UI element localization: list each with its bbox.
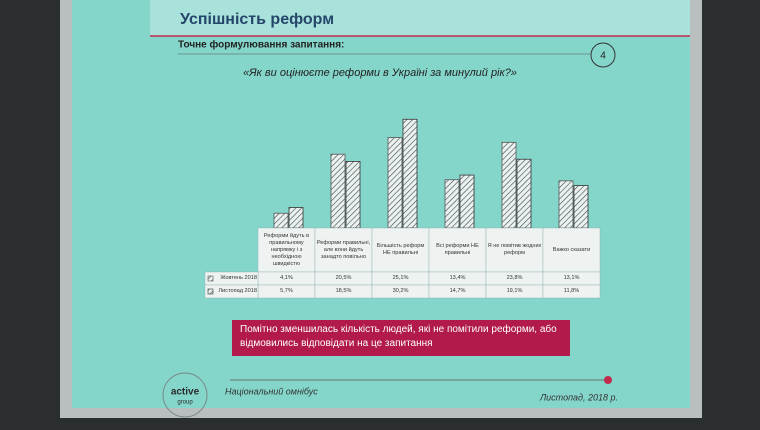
bar: [516, 158, 532, 229]
category-label: Більшість реформ НЕ правильні: [376, 243, 425, 256]
table-cell: [428, 227, 487, 273]
value-label: 4,1%: [280, 275, 293, 281]
legend-swatch: [207, 275, 214, 282]
bar: [444, 179, 460, 229]
table-cell: [314, 227, 373, 273]
page-number: 4: [600, 51, 606, 62]
cell-wrap: 4,1%: [280, 275, 293, 281]
table-cell: [204, 284, 259, 299]
cell-wrap: 25,1%: [392, 275, 409, 281]
category-label: Всі реформи НЕ правильні: [436, 243, 479, 256]
legend-swatch: [207, 288, 214, 295]
category-label: Реформи правильні, але вони йдуть занадт…: [316, 239, 371, 260]
value-label: 20,5%: [335, 275, 352, 281]
value-label: 19,1%: [506, 288, 523, 294]
legend-label: Листопад 2018: [218, 288, 257, 294]
table-cell: [371, 227, 430, 273]
cell-wrap: Всі реформи НЕ правильні: [436, 243, 479, 256]
bar: [273, 212, 289, 229]
value-label: 14,7%: [449, 288, 466, 294]
legend-label: Жовтень 2018: [220, 275, 257, 281]
bar: [345, 160, 361, 229]
bar: [459, 174, 475, 229]
bar: [558, 180, 574, 229]
table-cell: [542, 284, 601, 299]
slide-title: Успішність реформ: [180, 11, 334, 28]
bar: [330, 153, 346, 229]
value-label: 11,8%: [563, 288, 580, 294]
cell-wrap: Жовтень 2018: [220, 275, 257, 281]
chart: Реформи йдуть в правильному напрямку і з…: [204, 118, 601, 299]
bar: [573, 185, 589, 229]
cell-wrap: Важко сказати: [552, 246, 591, 253]
value-label: 5,7%: [280, 288, 293, 294]
value-label: 18,5%: [335, 288, 352, 294]
title-band: [150, 0, 690, 36]
highlight-box: [232, 320, 570, 356]
cell-wrap: 19,1%: [506, 288, 523, 294]
cell-wrap: 14,7%: [449, 288, 466, 294]
cell-wrap: 13,1%: [563, 275, 580, 281]
cell-wrap: Я не помітив жодних реформ: [487, 243, 542, 256]
value-label: 30,2%: [392, 288, 409, 294]
question-label: Точне формулювання запитання:: [178, 39, 344, 51]
table-cell: [542, 227, 601, 273]
cell-wrap: 13,4%: [449, 275, 466, 281]
logo-bottom: group: [177, 400, 193, 406]
cell-wrap: 30,2%: [392, 288, 409, 294]
value-label: 23,8%: [506, 275, 523, 281]
value-label: 13,4%: [449, 275, 466, 281]
bar: [402, 118, 418, 229]
highlight-text: Помітно зменшилась кількість людей, які …: [240, 324, 557, 349]
cell-wrap: 18,5%: [335, 288, 352, 294]
value-label: 13,1%: [563, 275, 580, 281]
bar: [288, 207, 304, 229]
footer-left: Національний омнібус: [225, 386, 318, 396]
footer-right: Листопад, 2018 р.: [539, 392, 618, 402]
category-label: Реформи йдуть в правильному напрямку і з…: [263, 232, 310, 267]
cell-wrap: Більшість реформ НЕ правильні: [376, 243, 425, 256]
highlight-wrap: Помітно зменшилась кількість людей, які …: [240, 324, 557, 349]
cell-wrap: Реформи йдуть в правильному напрямку і з…: [263, 232, 310, 267]
cell-wrap: 11,8%: [563, 288, 580, 294]
cell-wrap: Листопад 2018: [218, 288, 257, 294]
table-cell: [485, 227, 544, 273]
cell-wrap: Реформи правильні, але вони йдуть занадт…: [316, 239, 371, 260]
question: «Як ви оцінюєте реформи в Україні за мин…: [243, 67, 517, 79]
logo-ring: [162, 372, 208, 418]
category-label: Важко сказати: [552, 246, 591, 253]
category-label: Я не помітив жодних реформ: [487, 243, 542, 256]
cell-wrap: 23,8%: [506, 275, 523, 281]
footer-dot: [604, 376, 612, 384]
value-label: 25,1%: [392, 275, 409, 281]
bar: [387, 137, 403, 229]
cell-wrap: 5,7%: [280, 288, 293, 294]
bar: [501, 141, 517, 229]
logo-top: active: [171, 387, 200, 398]
cell-wrap: 20,5%: [335, 275, 352, 281]
page-circle: [590, 42, 616, 68]
